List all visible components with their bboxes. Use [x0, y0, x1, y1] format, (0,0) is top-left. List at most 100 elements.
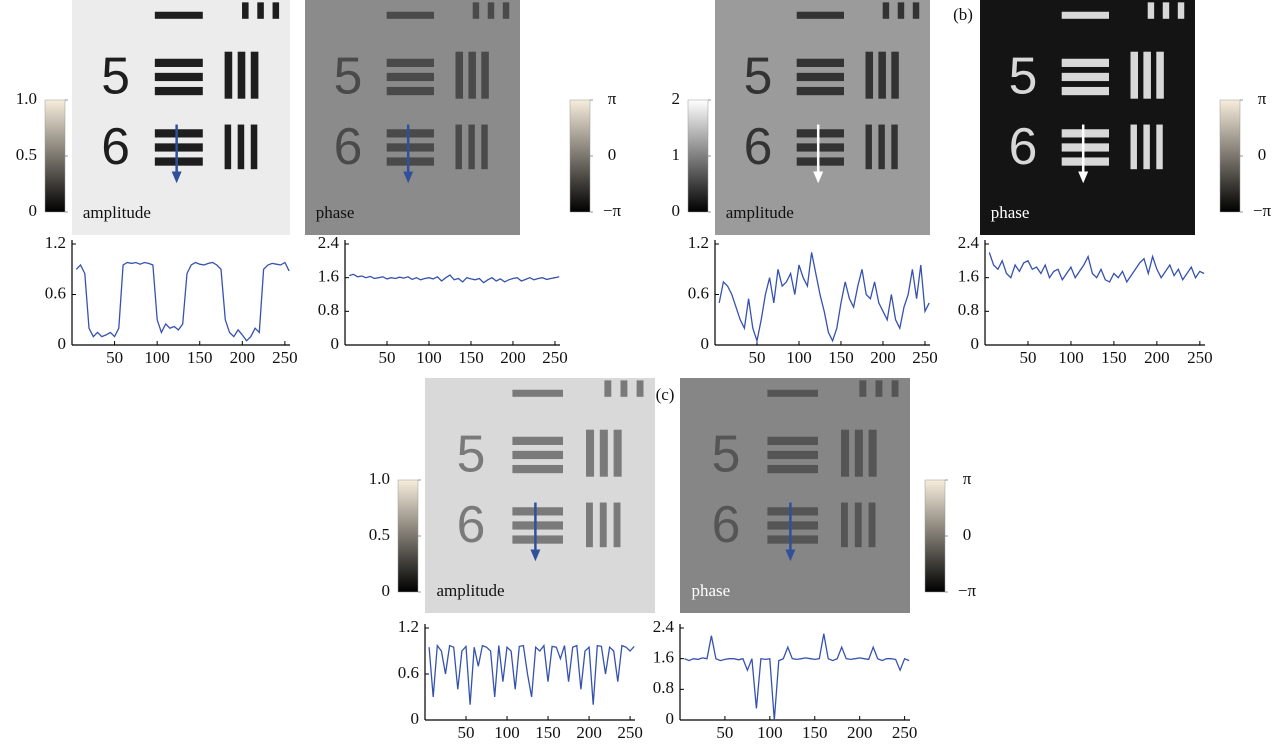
target-bar — [875, 380, 883, 397]
target-bar — [386, 58, 434, 67]
colorbar-tick-label: 0 — [672, 201, 681, 220]
target-bar — [512, 436, 563, 445]
colorbar-tick-label: π — [963, 469, 972, 488]
y-tick-label: 2.4 — [958, 233, 980, 252]
data-line — [349, 273, 560, 284]
x-tick-label: 250 — [912, 348, 938, 367]
target-bar — [1177, 2, 1185, 19]
target-bar — [613, 429, 622, 477]
data-line — [684, 633, 910, 721]
x-tick-label: 100 — [786, 348, 812, 367]
colorbar-tick-label: π — [608, 89, 617, 108]
x-tick-label: 200 — [576, 723, 602, 742]
colorbar — [569, 99, 591, 213]
target-bar — [796, 143, 844, 152]
target-bar — [1156, 124, 1163, 170]
target-digit: 6 — [101, 117, 130, 175]
target-bar — [767, 389, 818, 397]
target-bar — [1061, 72, 1109, 82]
arrow-head — [171, 171, 182, 184]
target-bar — [796, 157, 844, 166]
x-tick-label: 250 — [272, 348, 298, 367]
target-bar — [1061, 157, 1109, 166]
target-bar — [586, 502, 593, 548]
target-bar — [599, 429, 608, 477]
x-tick-label: 100 — [1058, 348, 1084, 367]
target-digit: 5 — [457, 425, 486, 483]
target-bar — [1130, 124, 1137, 170]
target-bar — [1143, 51, 1151, 99]
target-bar — [487, 2, 495, 19]
colorbar-tick-label: 0 — [29, 201, 38, 220]
colorbar-tick-label: −π — [1253, 201, 1272, 220]
target-bar — [386, 11, 434, 19]
image-caption: phase — [991, 203, 1030, 222]
target-bar — [154, 11, 203, 19]
target-bar — [386, 72, 434, 82]
colorbar-tick-label: 0 — [963, 525, 972, 544]
colorbar — [687, 99, 709, 213]
x-tick-label: 150 — [535, 723, 561, 742]
arrow-head — [530, 549, 541, 562]
y-tick-label: 0.8 — [653, 678, 674, 697]
x-tick-label: 150 — [187, 348, 213, 367]
x-tick-label: 150 — [802, 723, 828, 742]
arrow-head — [1078, 171, 1089, 184]
target-bar — [891, 124, 898, 170]
y-tick-label: 0 — [331, 334, 340, 353]
target-bar — [1156, 51, 1164, 99]
target-bar — [878, 124, 885, 170]
x-tick-label: 200 — [847, 723, 873, 742]
target-bar — [154, 157, 203, 166]
target-bar — [512, 521, 563, 530]
target-bar — [767, 521, 818, 530]
panel-label: (c) — [656, 385, 675, 404]
target-bar — [468, 51, 476, 99]
target-bar — [472, 2, 480, 19]
target-bar — [604, 380, 612, 397]
target-bar — [891, 51, 899, 99]
target-bar — [868, 429, 877, 477]
x-tick-label: 100 — [494, 723, 520, 742]
target-bar — [386, 86, 434, 96]
image-caption: amplitude — [437, 581, 505, 600]
y-tick-label: 0 — [666, 709, 675, 728]
target-bar — [897, 2, 905, 19]
target-bar — [767, 535, 818, 544]
x-tick-label: 50 — [458, 723, 475, 742]
x-tick-label: 100 — [416, 348, 442, 367]
target-digit: 5 — [101, 47, 130, 105]
target-bar — [386, 143, 434, 152]
y-tick-label: 1.2 — [688, 233, 709, 252]
target-bar — [386, 129, 434, 138]
colorbar-tick-label: 1.0 — [369, 469, 390, 488]
colorbar-tick-label: 0 — [1258, 145, 1267, 164]
data-line — [988, 252, 1205, 284]
colorbar-tick-label: 1 — [672, 145, 681, 164]
y-tick-label: 0 — [58, 334, 67, 353]
arrow-head — [785, 549, 796, 562]
x-tick-label: 150 — [828, 348, 854, 367]
colorbar-tick-label: 0 — [608, 145, 617, 164]
x-tick-label: 250 — [1187, 348, 1213, 367]
target-digit: 6 — [744, 117, 773, 175]
target-bar — [1143, 124, 1150, 170]
arrow-head — [813, 171, 824, 184]
target-bar — [224, 124, 232, 170]
target-bar — [796, 58, 844, 67]
target-bar — [796, 129, 844, 138]
x-tick-label: 50 — [748, 348, 765, 367]
colorbar-tick-label: 0.5 — [16, 145, 37, 164]
target-digit: 6 — [1009, 117, 1038, 175]
x-tick-label: 250 — [542, 348, 568, 367]
target-digit: 5 — [1009, 47, 1038, 105]
x-tick-label: 100 — [144, 348, 170, 367]
target-bar — [154, 143, 203, 152]
target-bar — [237, 51, 246, 99]
target-bar — [586, 429, 595, 477]
target-bar — [154, 72, 203, 82]
target-bar — [1061, 129, 1109, 138]
y-tick-label: 0.6 — [688, 283, 709, 302]
x-tick-label: 50 — [378, 348, 395, 367]
